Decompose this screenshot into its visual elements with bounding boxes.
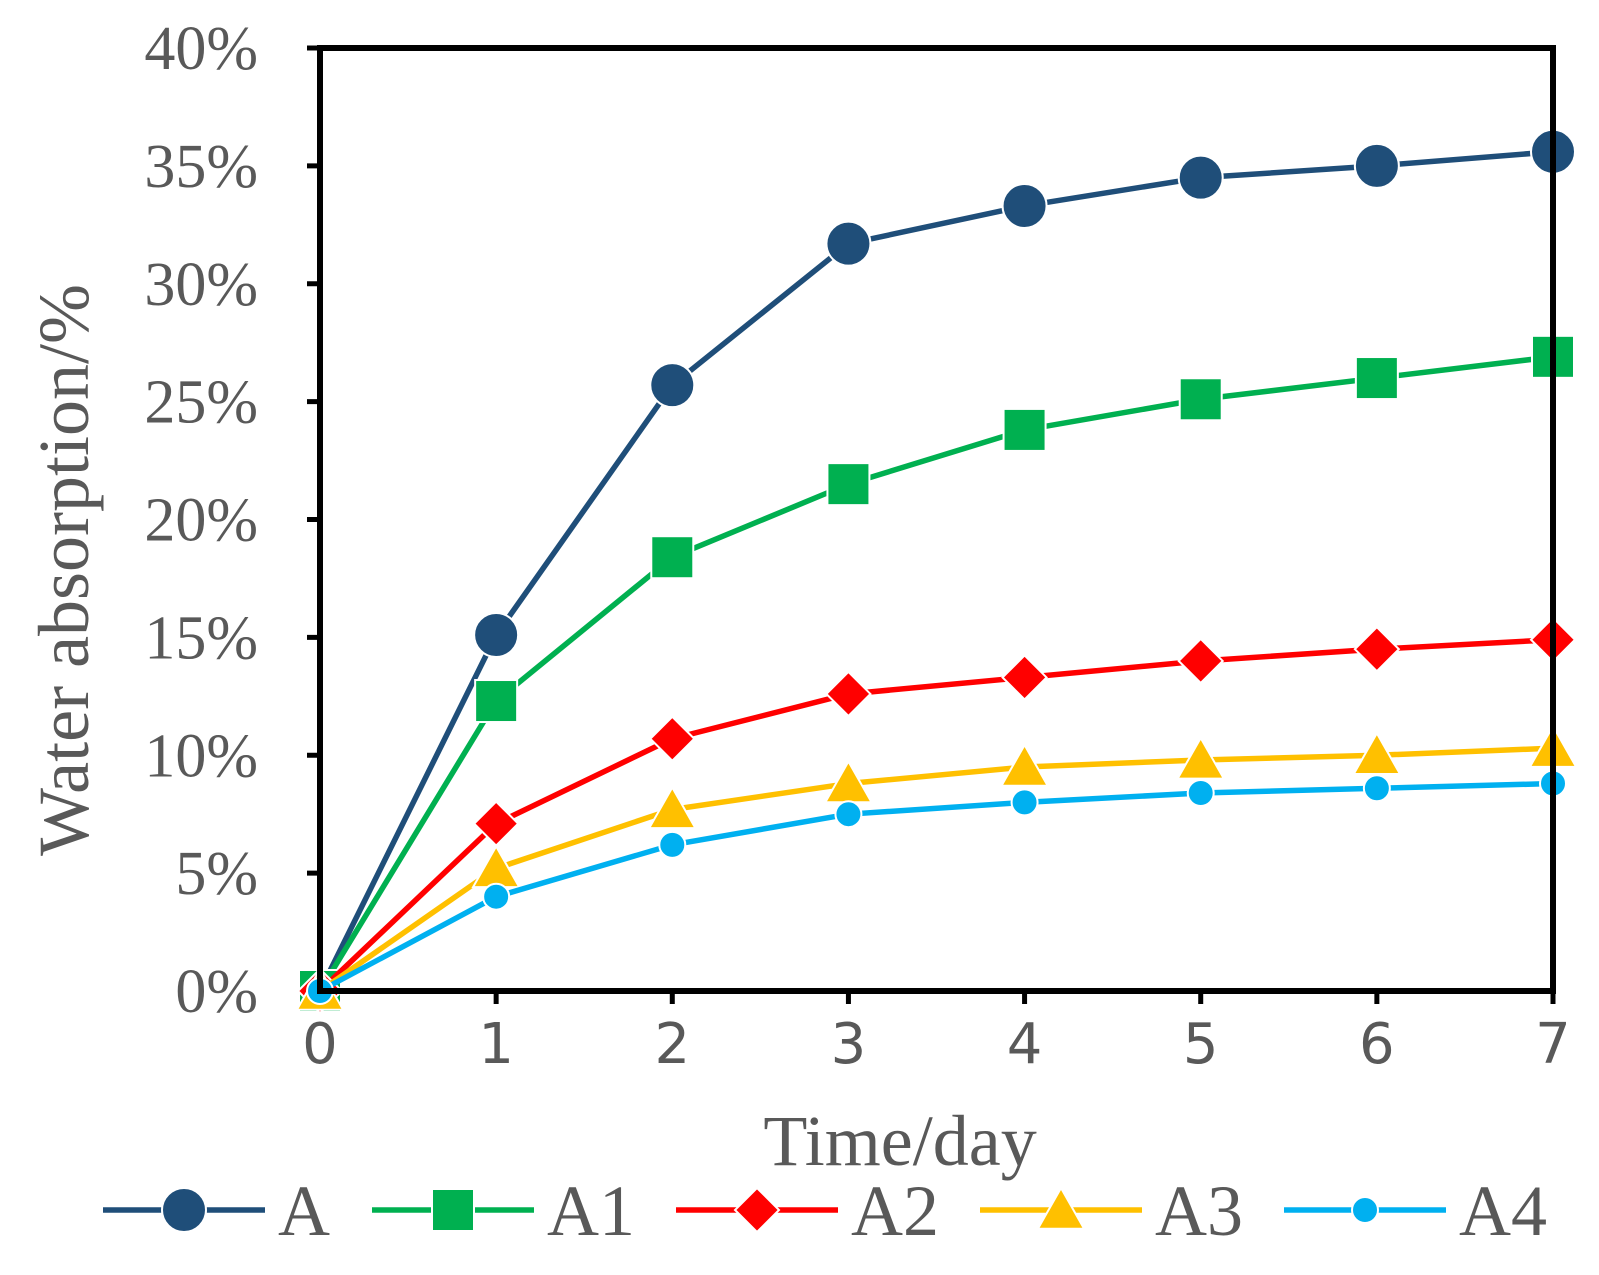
- data-point-a1: [1178, 377, 1223, 422]
- legend-label-a4: A4: [1459, 1171, 1547, 1251]
- data-point-a1: [650, 535, 695, 580]
- y-tick-label: 0%: [175, 958, 258, 1026]
- series-line-a2: [318, 636, 1554, 993]
- legend-label-a1: A1: [547, 1171, 635, 1251]
- y-tick-label: 40%: [144, 15, 258, 83]
- x-tick-label: 3: [831, 1012, 867, 1077]
- series-line-a1: [317, 354, 1554, 993]
- data-point-a1: [826, 462, 871, 507]
- data-point-a4: [834, 800, 863, 829]
- data-point-a2: [825, 670, 872, 718]
- x-tick-label: 5: [1183, 1012, 1219, 1077]
- series-line-a: [317, 148, 1554, 993]
- x-tick-label: 1: [478, 1012, 514, 1077]
- legend-marker-a2: [733, 1186, 781, 1234]
- data-point-a4: [658, 830, 687, 859]
- y-tick-label: 10%: [144, 722, 258, 790]
- data-point-a2: [1001, 654, 1048, 701]
- legend-label-a2: A2: [851, 1171, 939, 1251]
- legend-marker-a: [161, 1187, 207, 1233]
- data-point-a2: [648, 715, 696, 763]
- data-point-a3: [647, 785, 698, 830]
- y-axis-title: Water absorption/%: [24, 284, 104, 856]
- data-point-a3: [1352, 731, 1402, 775]
- legend-item-a2: A2: [676, 1171, 939, 1251]
- x-tick-label: 4: [1007, 1012, 1043, 1077]
- data-point-a3: [471, 844, 521, 889]
- data-point-a: [649, 362, 696, 409]
- x-axis-title: Time/day: [763, 1101, 1036, 1181]
- data-point-a2: [1353, 625, 1401, 673]
- data-point-a1: [474, 679, 519, 724]
- data-point-a4: [1362, 774, 1391, 803]
- series-a1: [298, 334, 1575, 1013]
- legend-item-a: A: [103, 1171, 330, 1251]
- legend-item-a4: A4: [1284, 1171, 1547, 1251]
- x-tick-label: 6: [1359, 1012, 1395, 1077]
- x-tick-label: 7: [1535, 1012, 1571, 1077]
- data-point-a1: [1354, 356, 1399, 401]
- data-point-a4: [482, 882, 511, 911]
- legend-marker-a4: [1351, 1196, 1379, 1224]
- legend: A A1 A2 A3 A4: [103, 1171, 1547, 1251]
- data-point-a3: [999, 743, 1050, 787]
- data-point-a1: [1002, 407, 1047, 452]
- y-tick-label: 25%: [144, 369, 258, 437]
- data-point-a4: [1186, 778, 1215, 807]
- y-tick-label: 20%: [144, 487, 258, 555]
- y-tick-label: 15%: [144, 604, 258, 672]
- y-tick-label: 30%: [144, 251, 258, 319]
- legend-marker-a3: [1036, 1185, 1086, 1230]
- series-line-a4: [318, 780, 1554, 994]
- data-point-a: [825, 220, 872, 267]
- x-tick-label: 0: [302, 1012, 338, 1077]
- y-tick-label: 35%: [144, 133, 258, 201]
- y-tick-labels: 0% 5% 10% 15% 20% 25% 30% 35% 40%: [144, 15, 258, 1026]
- data-point-a: [1353, 142, 1400, 189]
- series-a4: [306, 769, 1567, 1005]
- plot-area-frame: [317, 45, 1556, 994]
- data-point-a: [473, 612, 520, 659]
- series-a3: [295, 724, 1578, 1011]
- legend-label-a: A: [278, 1171, 330, 1251]
- x-tick-label: 2: [654, 1012, 690, 1077]
- x-tick-labels: 0 1 2 3 4 5 6 7: [302, 1012, 1571, 1077]
- data-point-a: [1001, 182, 1048, 229]
- data-point-a: [1177, 154, 1224, 201]
- series-a: [297, 128, 1576, 1014]
- data-point-a3: [1175, 735, 1226, 780]
- data-point-a4: [1010, 788, 1039, 817]
- legend-item-a3: A3: [980, 1171, 1243, 1251]
- series-a2: [296, 616, 1577, 1015]
- legend-marker-a1: [431, 1188, 475, 1232]
- series-line-a3: [318, 745, 1554, 994]
- legend-label-a3: A3: [1155, 1171, 1243, 1251]
- legend-item-a1: A1: [372, 1171, 635, 1251]
- data-point-a2: [1177, 637, 1225, 685]
- series-group: [295, 128, 1578, 1015]
- y-tick-label: 5%: [175, 840, 258, 908]
